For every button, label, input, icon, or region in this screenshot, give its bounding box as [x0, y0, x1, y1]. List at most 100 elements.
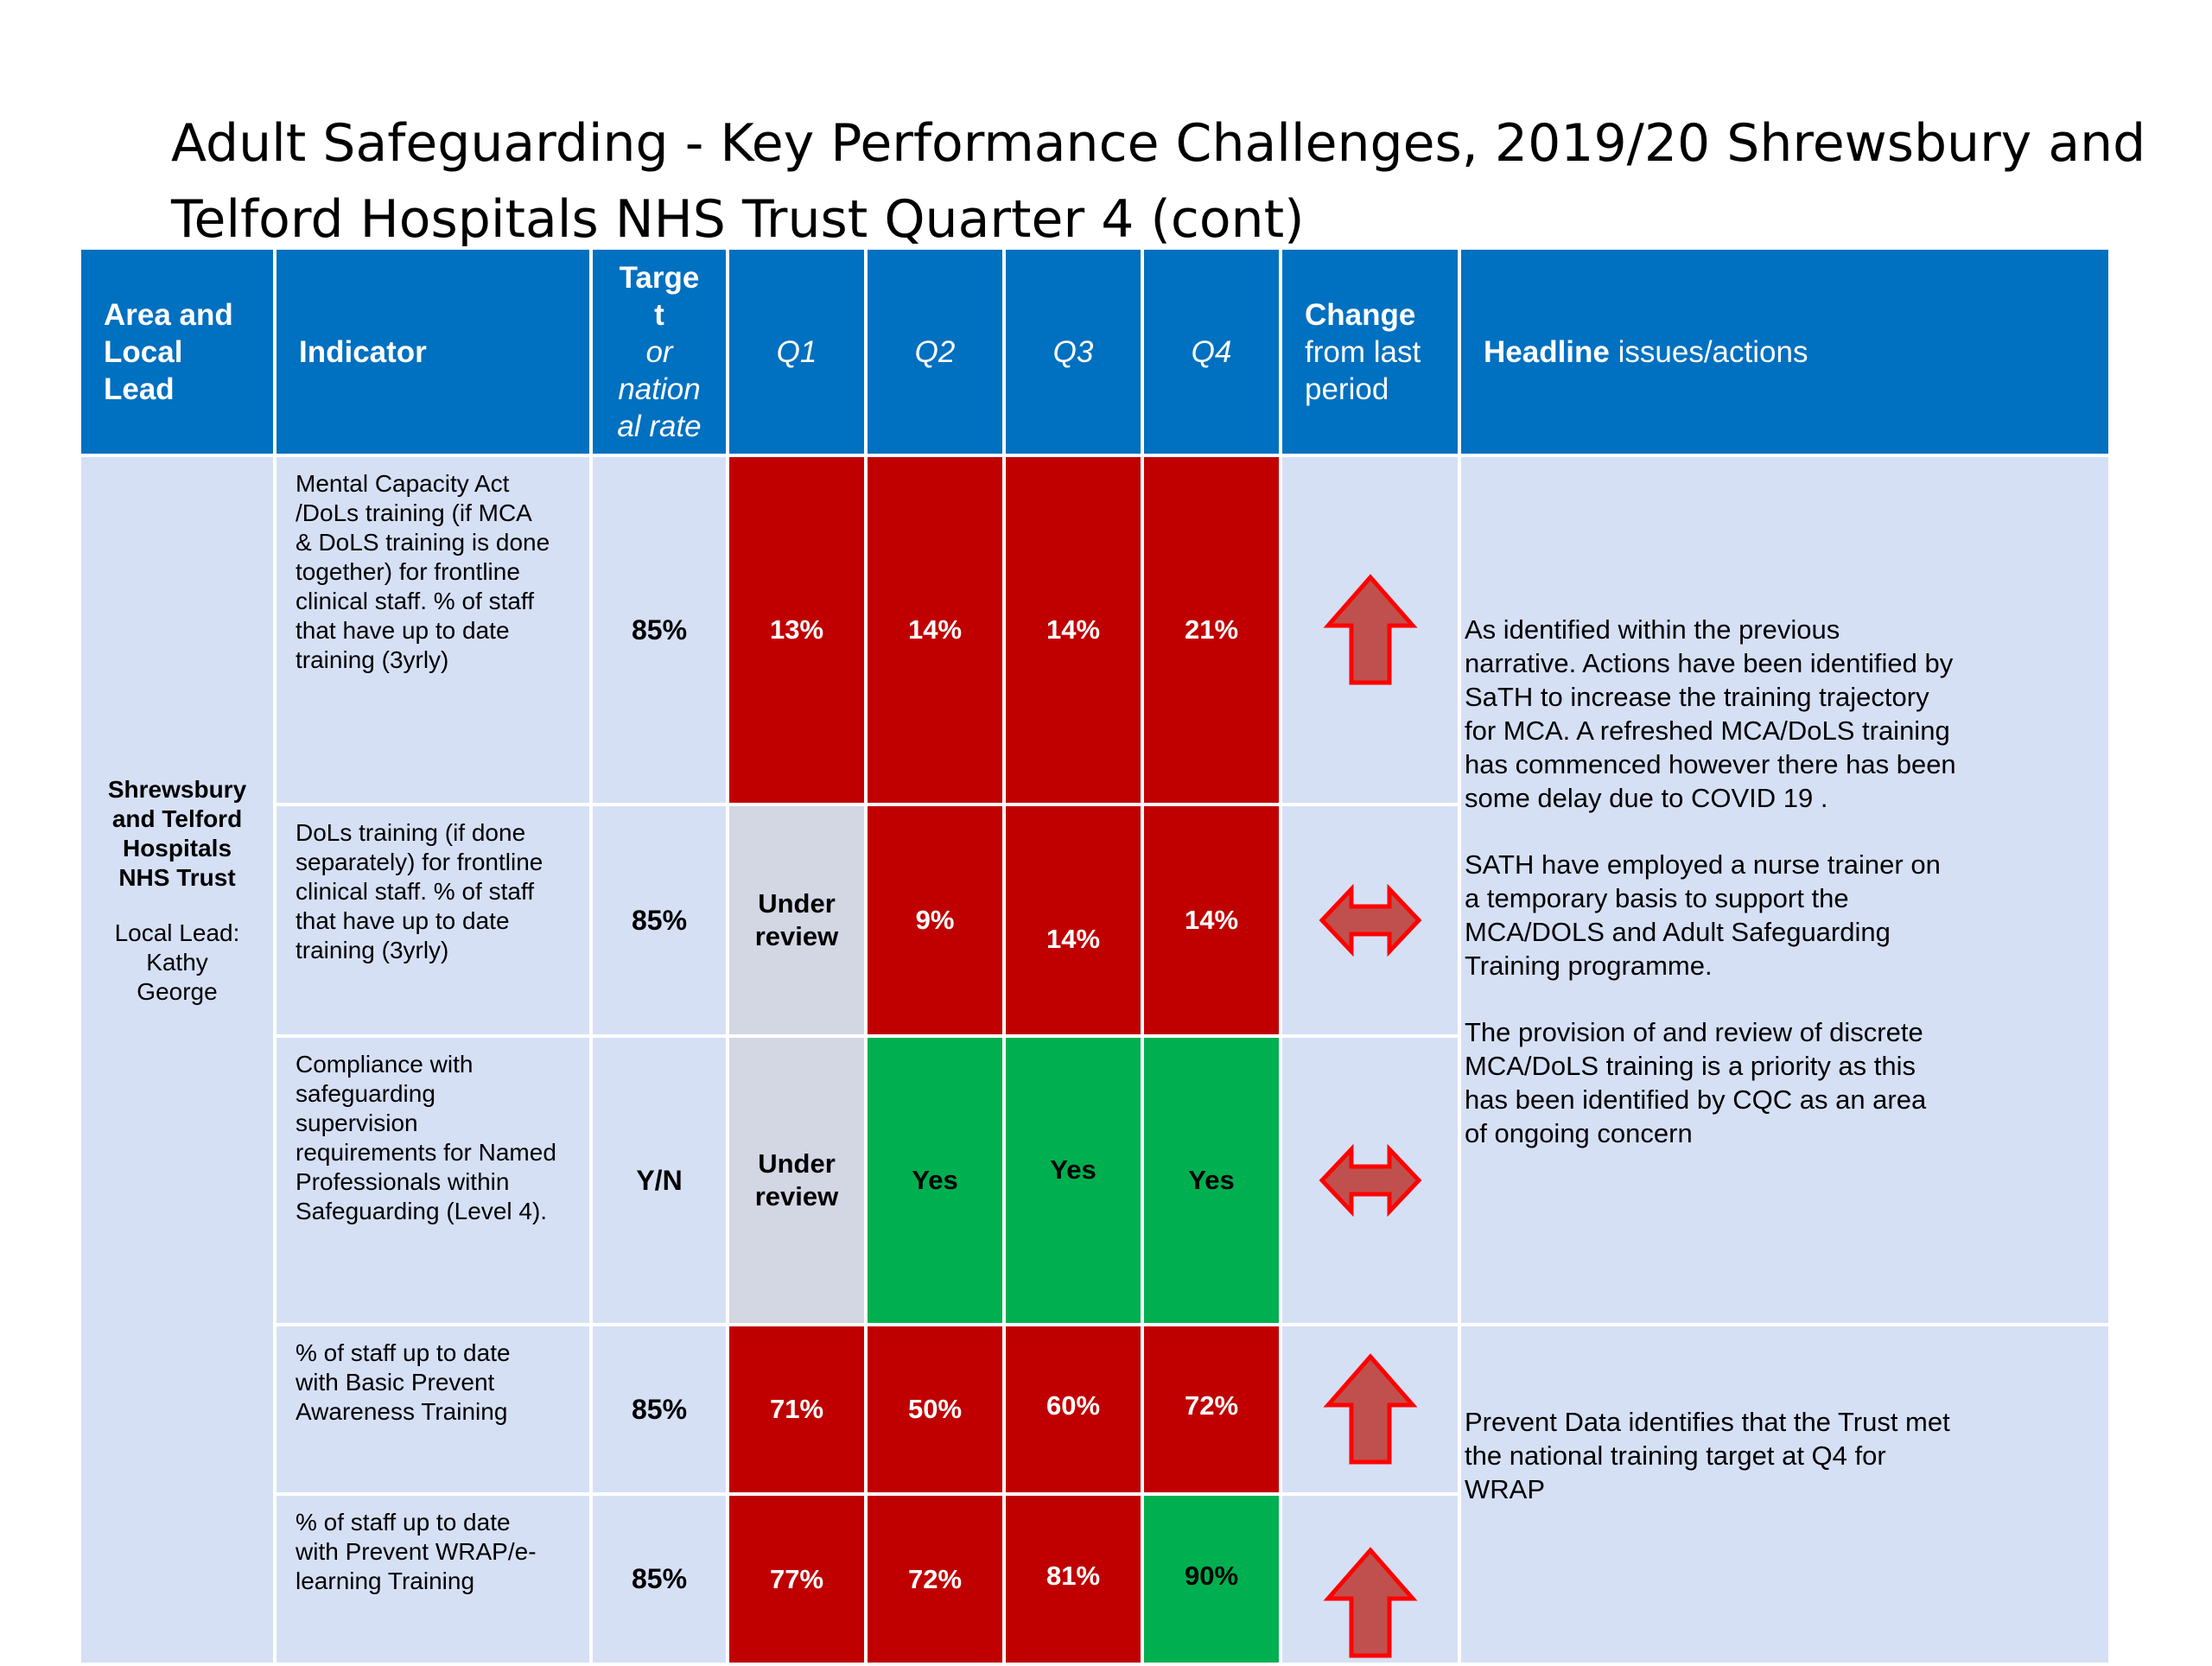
- table-row: % of staff up to date with Prevent WRAP/…: [79, 1492, 2110, 1666]
- indicator-line: supervision: [296, 1110, 418, 1136]
- header-q3: Q3: [1002, 246, 1144, 457]
- under-review-line-1: Under: [758, 1148, 836, 1179]
- header-q1: Q1: [726, 246, 868, 457]
- header-indicator-label: Indicator: [299, 334, 427, 369]
- q2-cell: Yes: [864, 1034, 1006, 1326]
- q2-cell: 9%: [864, 803, 1006, 1038]
- headline-line: has commenced however there has been: [1465, 749, 1956, 779]
- headline-cell: As identified within the previous narrat…: [1458, 454, 2112, 1326]
- q3-cell: 81%: [1002, 1492, 1144, 1666]
- up-arrow-icon: [1322, 574, 1418, 685]
- header-change: Change from last period: [1279, 246, 1461, 457]
- headline-line: the national training target at Q4 for: [1465, 1440, 1886, 1471]
- page-title: Adult Safeguarding - Key Performance Cha…: [171, 105, 2158, 258]
- table-row: Compliance with safeguarding supervision…: [79, 1034, 2110, 1326]
- q2-cell: 72%: [864, 1492, 1006, 1666]
- under-review-line-1: Under: [758, 888, 836, 919]
- area-org-line-1: Shrewsbury: [107, 775, 247, 803]
- q1-cell: Under review: [726, 1034, 868, 1326]
- indicator-cell: Compliance with safeguarding supervision…: [273, 1034, 593, 1326]
- target-cell: 85%: [589, 1323, 729, 1496]
- indicator-line: & DoLS training is done: [296, 529, 550, 556]
- q4-cell: 21%: [1141, 454, 1282, 806]
- under-review-line-2: review: [754, 1181, 839, 1211]
- q1-cell: 71%: [726, 1323, 868, 1496]
- headline-line: Training programme.: [1465, 951, 1713, 981]
- change-cell: [1279, 803, 1461, 1038]
- header-change-line-2: from last: [1305, 334, 1421, 369]
- header-q4: Q4: [1141, 246, 1282, 457]
- header-target-line-3: or: [645, 334, 673, 369]
- left-right-arrow-icon: [1319, 1144, 1421, 1217]
- title-line-2: Telford Hospitals NHS Trust Quarter 4 (c…: [171, 189, 1305, 250]
- under-review-line-2: review: [754, 921, 839, 951]
- q4-cell: Yes: [1141, 1034, 1282, 1326]
- q1-cell: 13%: [726, 454, 868, 806]
- area-org-line-4: NHS Trust: [118, 863, 236, 891]
- indicator-line: learning Training: [296, 1567, 475, 1594]
- q4-cell: 14%: [1141, 803, 1282, 1038]
- target-cell: Y/N: [589, 1034, 729, 1326]
- indicator-line: % of staff up to date: [296, 1509, 511, 1536]
- headline-line: SATH have employed a nurse trainer on: [1465, 849, 1941, 880]
- q4-cell: 90%: [1141, 1492, 1282, 1666]
- q2-cell: 50%: [864, 1323, 1006, 1496]
- q4-cell: 72%: [1141, 1323, 1282, 1496]
- q3-cell: 14%: [1002, 454, 1144, 806]
- headline-content: Prevent Data identifies that the Trust m…: [1465, 1405, 2108, 1506]
- area-lead-line-2: Kathy: [146, 948, 208, 976]
- indicator-line: safeguarding: [296, 1080, 435, 1107]
- headline-line: As identified within the previous: [1465, 614, 1840, 645]
- header-area-line-1: Area and: [104, 297, 233, 332]
- headline-line: SaTH to increase the training trajectory: [1465, 682, 1929, 712]
- header-target-line-1: Targe: [619, 260, 700, 295]
- indicator-line: DoLs training (if done: [296, 819, 526, 846]
- headline-line: some delay due to COVID 19 .: [1465, 783, 1828, 813]
- indicator-cell: DoLs training (if done separately) for f…: [273, 803, 593, 1038]
- table-row: % of staff up to date with Basic Prevent…: [79, 1323, 2112, 1666]
- header-area: Area and Local Lead: [78, 246, 276, 457]
- indicator-line: that have up to date: [296, 617, 510, 644]
- headline-content: As identified within the previous narrat…: [1465, 613, 2108, 1150]
- indicator-line: training (3yrly): [296, 937, 449, 963]
- up-arrow-icon: [1322, 1353, 1418, 1465]
- header-q2: Q2: [864, 246, 1006, 457]
- headline-line: for MCA. A refreshed MCA/DoLS training: [1465, 715, 1950, 746]
- target-cell: 85%: [589, 803, 729, 1038]
- q2-cell: 14%: [864, 454, 1006, 806]
- indicator-line: % of staff up to date: [296, 1339, 511, 1366]
- change-cell: [1279, 1034, 1461, 1326]
- header-row: Area and Local Lead Indicator Targe t or…: [78, 246, 2112, 457]
- q3-cell: Yes: [1002, 1034, 1144, 1326]
- title-line-1: Adult Safeguarding - Key Performance Cha…: [171, 113, 2146, 174]
- headline-line: MCA/DoLS training is a priority as this: [1465, 1051, 1916, 1081]
- q1-cell: 77%: [726, 1492, 868, 1666]
- q3-cell: 60%: [1002, 1323, 1144, 1496]
- header-indicator: Indicator: [273, 246, 593, 457]
- indicator-line: Mental Capacity Act: [296, 470, 510, 497]
- header-headline: Headline issues/actions: [1458, 246, 2112, 457]
- left-right-arrow-icon: [1319, 884, 1421, 957]
- header-area-line-2: Local: [104, 334, 183, 369]
- up-arrow-icon: [1322, 1547, 1418, 1658]
- headline-paragraph: SATH have employed a nurse trainer on a …: [1465, 848, 2108, 982]
- indicator-line: with Basic Prevent: [296, 1369, 495, 1396]
- q1-cell: Under review: [726, 803, 868, 1038]
- headline-line: The provision of and review of discrete: [1465, 1017, 1923, 1047]
- change-cell: [1279, 1492, 1461, 1666]
- indicator-line: separately) for frontline: [296, 849, 543, 875]
- indicator-line: that have up to date: [296, 907, 510, 934]
- indicator-cell: % of staff up to date with Prevent WRAP/…: [273, 1492, 593, 1666]
- area-content: Shrewsbury and Telford Hospitals NHS Tru…: [81, 775, 273, 1007]
- headline-paragraph: As identified within the previous narrat…: [1465, 613, 2108, 815]
- headline-line: Prevent Data identifies that the Trust m…: [1465, 1407, 1950, 1437]
- header-change-line-3: period: [1305, 372, 1389, 406]
- header-headline-rest: issues/actions: [1609, 334, 1808, 369]
- indicator-line: Compliance with: [296, 1051, 474, 1078]
- header-change-line-1: Change: [1305, 297, 1416, 332]
- indicator-line: training (3yrly): [296, 646, 449, 673]
- headline-line: narrative. Actions have been identified …: [1465, 648, 1954, 678]
- area-org-line-3: Hospitals: [122, 834, 232, 862]
- header-target-line-2: t: [654, 297, 664, 332]
- indicator-cell: Mental Capacity Act /DoLs training (if M…: [273, 454, 593, 806]
